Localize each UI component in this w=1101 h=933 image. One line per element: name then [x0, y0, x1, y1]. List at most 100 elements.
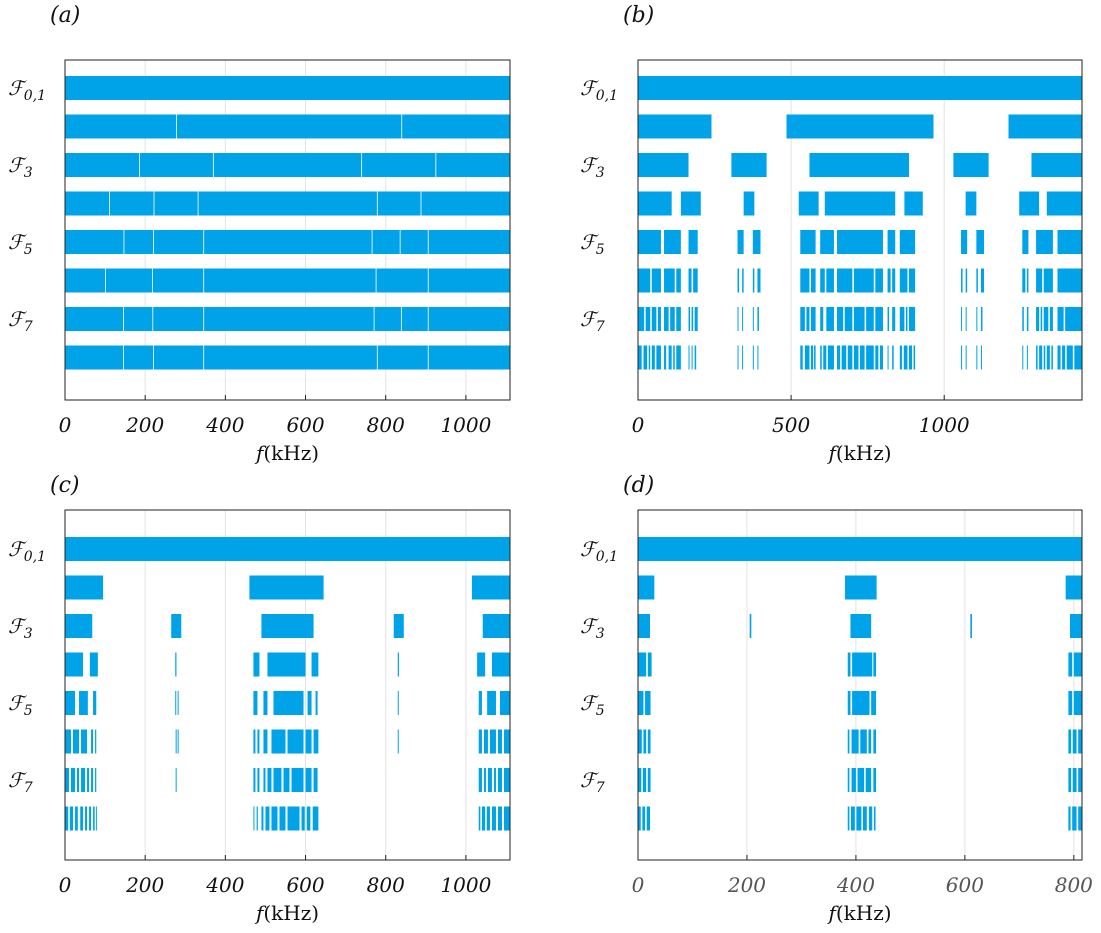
bar-row [65, 76, 510, 100]
row-label-subscript: 3 [24, 626, 33, 642]
bar-segment [875, 345, 879, 370]
row-label: ℱ3 [580, 614, 605, 642]
bar-segment [642, 768, 647, 792]
bar-segment [853, 307, 865, 331]
bar-segment [1039, 345, 1043, 370]
bar-row [65, 268, 510, 293]
bar-segment [961, 345, 963, 370]
bar-segment [798, 191, 819, 216]
bar-segment [483, 768, 486, 792]
bar-segment [1073, 652, 1082, 677]
bar-row [638, 806, 1082, 831]
bar-segment [694, 307, 698, 331]
bar-row [65, 575, 510, 600]
row-label: ℱ3 [580, 153, 605, 181]
bar-segment [820, 230, 834, 254]
bar-segment [1074, 345, 1082, 370]
bar-row [65, 191, 510, 216]
bar-segment [89, 652, 98, 677]
bar-segment [866, 307, 874, 331]
bar-segment [837, 345, 841, 370]
bar-segment [913, 345, 916, 370]
bar-segment [253, 806, 255, 831]
row-label-subscript: 5 [24, 242, 33, 258]
bar-segment [642, 806, 646, 831]
bar-segment [493, 768, 496, 792]
bar-segment [175, 729, 177, 754]
bar-segment [487, 691, 496, 715]
bar-segment [486, 806, 490, 831]
bar-segment [65, 153, 140, 177]
bar-segment [752, 268, 755, 293]
row-label-subscript: 0,1 [24, 549, 46, 565]
bar-segment [638, 153, 689, 177]
bar-segment [668, 345, 672, 370]
row-label-main: ℱ [580, 153, 599, 177]
tick-label: 800 [367, 873, 405, 897]
bar-segment [257, 768, 260, 792]
bar-segment [903, 345, 908, 370]
bar-segment [503, 768, 510, 792]
bar-segment [105, 268, 152, 293]
bar-segment [123, 345, 154, 370]
bar-segment [856, 806, 862, 831]
bar-segment [899, 345, 902, 370]
bar-segment [287, 729, 304, 754]
bar-segment [1078, 729, 1082, 754]
x-axis-label: f(kHz) [254, 901, 319, 925]
bar-segment [279, 806, 286, 831]
bar-segment [908, 307, 916, 331]
bar-segment [1022, 345, 1024, 370]
bar-segment [664, 230, 681, 254]
bar-row [638, 652, 1082, 677]
bar-segment [866, 345, 874, 370]
bar-segment [645, 691, 651, 715]
bar-segment [645, 307, 651, 331]
bar-segment [1057, 345, 1061, 370]
tick-label: 600 [286, 873, 324, 897]
axes-frame [64, 59, 511, 401]
tick-label: 500 [772, 413, 810, 437]
bar-segment [1046, 191, 1082, 216]
bar-segment [694, 345, 697, 370]
bar-segment [691, 307, 694, 331]
bar-row [638, 345, 1082, 370]
row-label: ℱ5 [8, 230, 33, 258]
bar-segment [65, 114, 177, 139]
tick-label: 0 [59, 873, 72, 897]
row-label-subscript: 5 [596, 703, 605, 719]
row-label-main: ℱ [8, 691, 27, 715]
bar-segment [814, 345, 816, 370]
bar-segment [393, 614, 404, 638]
bar-segment [800, 268, 810, 293]
bar-segment [638, 575, 655, 600]
bar-segment [362, 153, 436, 177]
bar-segment [65, 268, 106, 293]
row-label-main: ℱ [580, 76, 599, 100]
bar-segment [1036, 230, 1053, 254]
bar-row [638, 691, 1082, 715]
bar-segment [1026, 345, 1028, 370]
bar-segment [154, 191, 198, 216]
bar-segment [953, 153, 989, 177]
row-label-subscript: 0,1 [596, 549, 618, 565]
tick-label: 600 [286, 413, 324, 437]
bar-segment [265, 806, 270, 831]
bar-segment [65, 652, 84, 677]
bar-segment [1036, 307, 1040, 331]
bar-segment [731, 153, 767, 177]
x-axis-unit: (kHz) [263, 901, 319, 925]
bar-segment [428, 345, 510, 370]
bar-segment [1026, 307, 1029, 331]
bar-segment [899, 268, 908, 293]
bar-segment [487, 768, 492, 792]
row-label-subscript: 7 [24, 780, 33, 796]
bar-segment [651, 307, 657, 331]
bar-segment [961, 268, 963, 293]
bar-row [638, 768, 1082, 792]
bar-segment [1008, 114, 1082, 139]
bar-segment [291, 768, 304, 792]
